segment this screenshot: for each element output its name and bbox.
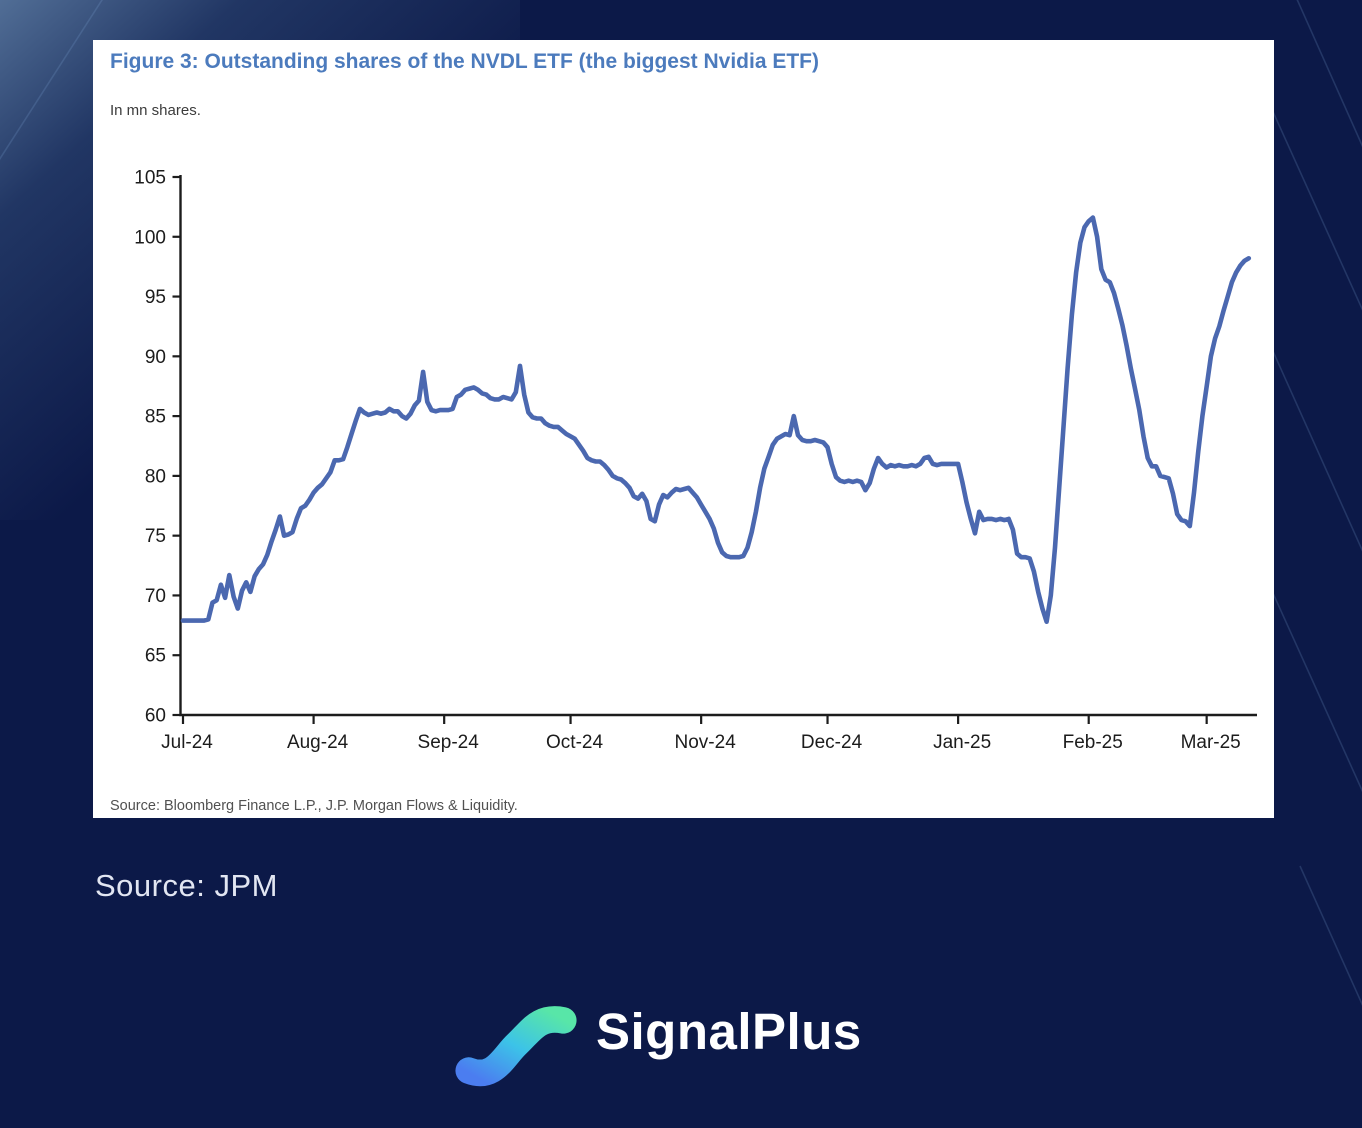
y-tick-label: 70 — [145, 586, 166, 607]
x-tick-label: Feb-25 — [1063, 732, 1123, 753]
y-tick-label: 80 — [145, 466, 166, 487]
x-tick-label: Sep-24 — [418, 732, 480, 753]
x-tick-label: Oct-24 — [546, 732, 603, 753]
y-tick-label: 95 — [145, 287, 166, 308]
y-tick-label: 90 — [145, 347, 166, 368]
y-tick-label: 75 — [145, 526, 166, 547]
line-chart: 60 65 70 75 80 85 90 95 100 105 Jul-24 Aug-24 Sep-24… — [134, 168, 1257, 753]
data-line — [180, 215, 1252, 625]
x-tick-label: Jan-25 — [933, 732, 991, 753]
y-tick-label: 65 — [145, 646, 166, 667]
x-tick-label: Mar-25 — [1181, 732, 1241, 753]
figure-subtitle: In mn shares. — [110, 102, 201, 119]
chart-card: Figure 3: Outstanding shares of the NVDL… — [93, 40, 1274, 818]
y-tick-label: 105 — [134, 168, 166, 189]
x-tick-label: Dec-24 — [801, 732, 863, 753]
figure-title: Figure 3: Outstanding shares of the NVDL… — [110, 50, 819, 73]
brand-footer: SignalPlus — [0, 990, 1362, 1100]
y-tick-label: 100 — [134, 227, 166, 248]
x-tick-label: Jul-24 — [161, 732, 213, 753]
caption-source: Source: JPM — [95, 868, 278, 903]
y-tick-label: 60 — [145, 706, 166, 727]
axes — [179, 175, 1257, 717]
figure-source-note: Source: Bloomberg Finance L.P., J.P. Mor… — [110, 798, 518, 814]
brand-name: SignalPlus — [596, 1003, 862, 1060]
x-tick-label: Aug-24 — [287, 732, 349, 753]
y-tick-label: 85 — [145, 407, 166, 428]
signalplus-logo-icon — [455, 1006, 577, 1086]
x-tick-label: Nov-24 — [675, 732, 737, 753]
